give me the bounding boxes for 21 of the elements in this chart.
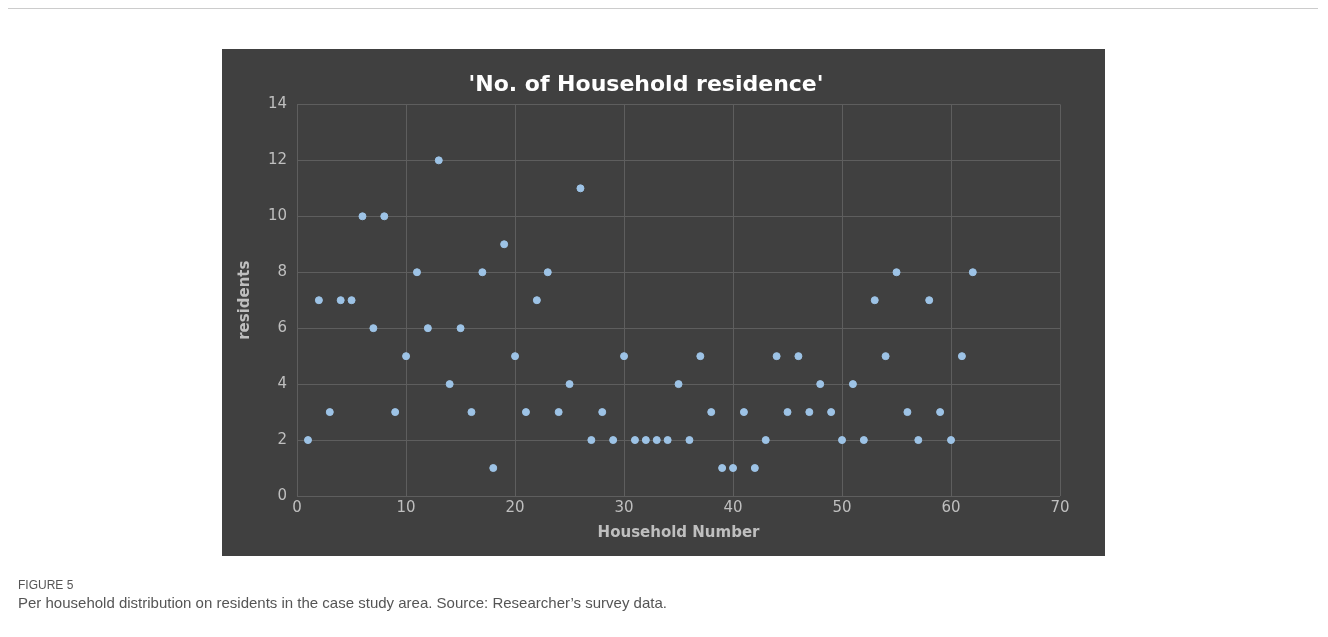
y-tick-label: 12: [267, 150, 288, 169]
y-axis-title: residents: [234, 260, 253, 340]
y-tick-label: 2: [277, 429, 288, 448]
x-tick-label: 0: [292, 497, 302, 516]
text: Per household distribution on residents in the case study area. Source: Researcher’s survey data.: [18, 594, 668, 611]
y-tick-label: 14: [267, 94, 288, 113]
x-tick-label: 10: [396, 497, 416, 516]
y-tick-label: 6: [277, 318, 288, 337]
chart-title: 'No. of Household residence': [468, 70, 824, 96]
x-tick-label: 40: [723, 497, 743, 516]
x-tick-label: 70: [1050, 497, 1070, 516]
x-tick-label: 50: [832, 497, 852, 516]
x-tick-label: 30: [614, 497, 634, 516]
x-axis-title: Household Number: [597, 522, 761, 541]
x-tick-label: 60: [941, 497, 961, 516]
y-tick-label: 10: [267, 206, 288, 225]
x-tick-label: 20: [505, 497, 525, 516]
caption: FIGURE 5: [18, 578, 75, 592]
y-tick-label: 8: [277, 262, 288, 281]
y-tick-label: 0: [277, 485, 288, 504]
y-tick-label: 4: [277, 374, 288, 392]
